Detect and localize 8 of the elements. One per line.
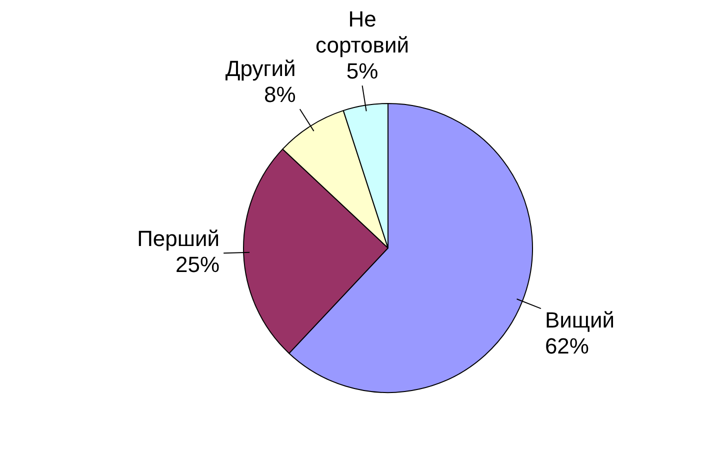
data-label: 5% [346, 58, 378, 84]
slice-label: Другий [225, 56, 296, 82]
data-label: 62% [544, 334, 589, 359]
data-label: 25% [176, 252, 220, 278]
data-label: 8% [264, 82, 296, 108]
slice-label: Перший [137, 226, 220, 252]
slice-label: Вищий [544, 308, 615, 333]
slice-label: Не сортовий [315, 6, 410, 58]
